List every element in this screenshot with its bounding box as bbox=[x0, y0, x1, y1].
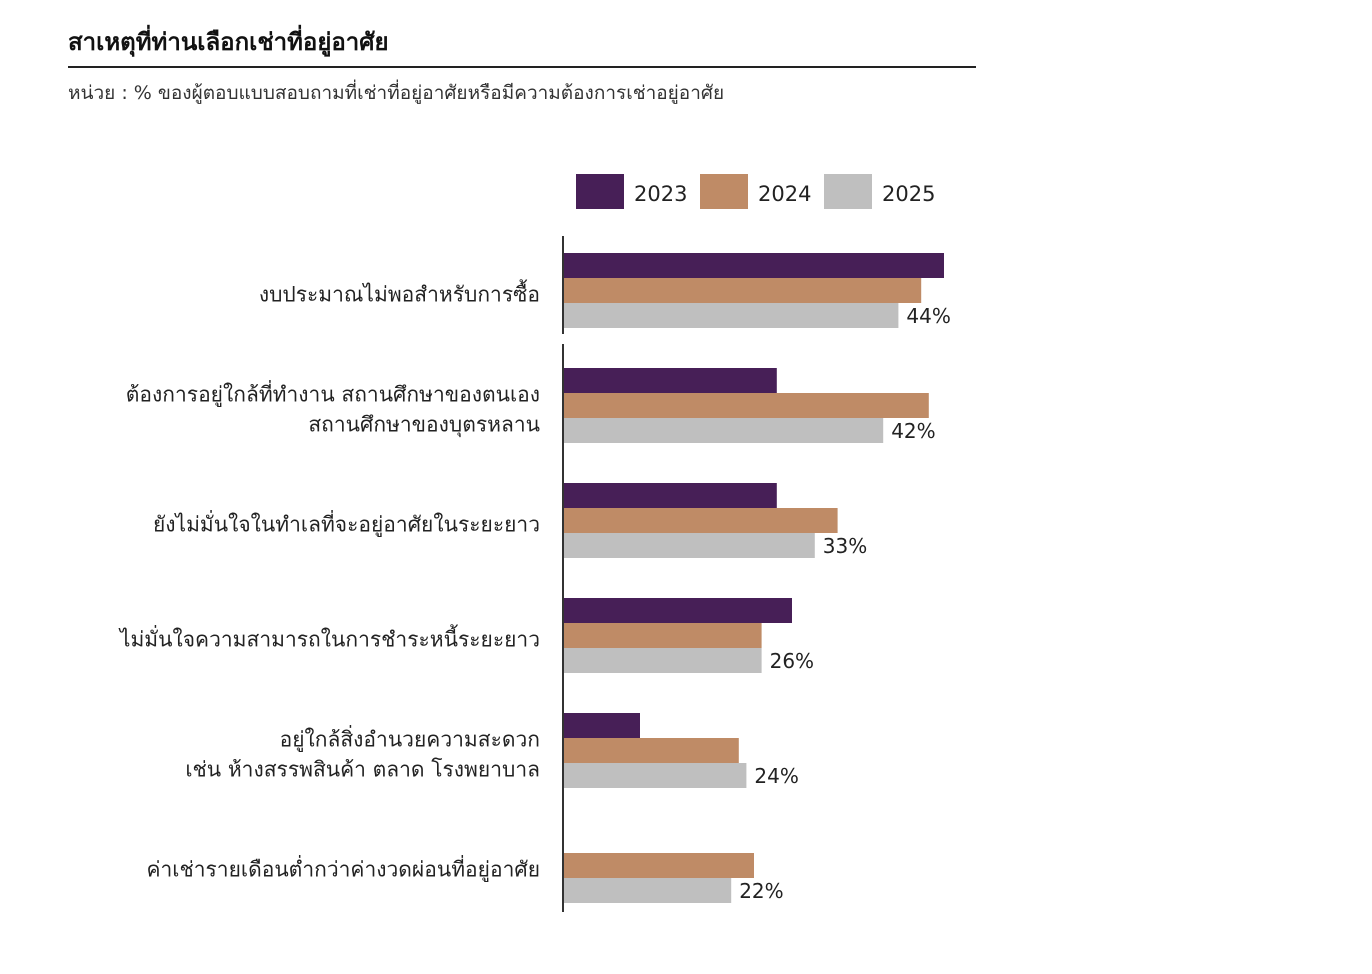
title-divider bbox=[68, 66, 976, 68]
category-label-1: งบประมาณไม่พอสำหรับการซื้อ bbox=[259, 280, 540, 307]
bar-2024-cat-6 bbox=[564, 853, 754, 878]
category-label-3: ยังไม่มั่นใจในทำเลที่จะอยู่อาศัยในระยะยา… bbox=[153, 510, 540, 538]
unit-note: หน่วย : % ของผู้ตอบแบบสอบถามที่เช่าที่อย… bbox=[68, 82, 725, 104]
data-label-cat-2: 42% bbox=[891, 419, 935, 443]
bar-2025-cat-6 bbox=[564, 878, 732, 903]
bar-2024-cat-5 bbox=[564, 738, 739, 763]
legend-swatch-2025 bbox=[824, 174, 872, 209]
category-label-2-line-1: ต้องการอยู่ใกล้ที่ทำงาน สถานศึกษาของตนเอ… bbox=[126, 380, 540, 408]
bar-2024-cat-3 bbox=[564, 508, 838, 533]
bar-2023-cat-2 bbox=[564, 368, 777, 393]
bar-2023-cat-3 bbox=[564, 483, 777, 508]
data-label-cat-6: 22% bbox=[739, 879, 783, 903]
bar-2025-cat-3 bbox=[564, 533, 815, 558]
legend-swatch-2024 bbox=[700, 174, 748, 209]
bar-2025-cat-1 bbox=[564, 303, 899, 328]
bar-2023-cat-4 bbox=[564, 598, 792, 623]
legend-label-2024: 2024 bbox=[758, 182, 811, 206]
bar-2025-cat-2 bbox=[564, 418, 884, 443]
data-label-cat-5: 24% bbox=[754, 764, 798, 788]
data-label-cat-4: 26% bbox=[770, 649, 814, 673]
category-label-6: ค่าเช่ารายเดือนต่ำกว่าค่างวดผ่อนที่อยู่อ… bbox=[146, 855, 540, 883]
bar-2025-cat-5 bbox=[564, 763, 747, 788]
bar-2023-cat-5 bbox=[564, 713, 640, 738]
chart-title: สาเหตุที่ท่านเลือกเช่าที่อยู่อาศัย bbox=[68, 28, 389, 56]
category-label-4: ไม่มั่นใจความสามารถในการชำระหนี้ระยะยาว bbox=[118, 625, 540, 652]
bar-2024-cat-1 bbox=[564, 278, 922, 303]
bar-2024-cat-2 bbox=[564, 393, 929, 418]
bar-2025-cat-4 bbox=[564, 648, 762, 673]
category-label-5-line-2: เช่น ห้างสรรพสินค้า ตลาด โรงพยาบาล bbox=[185, 758, 540, 782]
legend-swatch-2023 bbox=[576, 174, 624, 209]
category-label-5-line-1: อยู่ใกล้สิ่งอำนวยความสะดวก bbox=[280, 725, 540, 753]
bar-2023-cat-1 bbox=[564, 253, 944, 278]
data-label-cat-3: 33% bbox=[823, 534, 867, 558]
bar-2024-cat-4 bbox=[564, 623, 762, 648]
data-label-cat-1: 44% bbox=[906, 304, 950, 328]
legend-label-2025: 2025 bbox=[882, 182, 935, 206]
legend-label-2023: 2023 bbox=[634, 182, 687, 206]
category-label-2-line-2: สถานศึกษาของบุตรหลาน bbox=[308, 413, 540, 438]
